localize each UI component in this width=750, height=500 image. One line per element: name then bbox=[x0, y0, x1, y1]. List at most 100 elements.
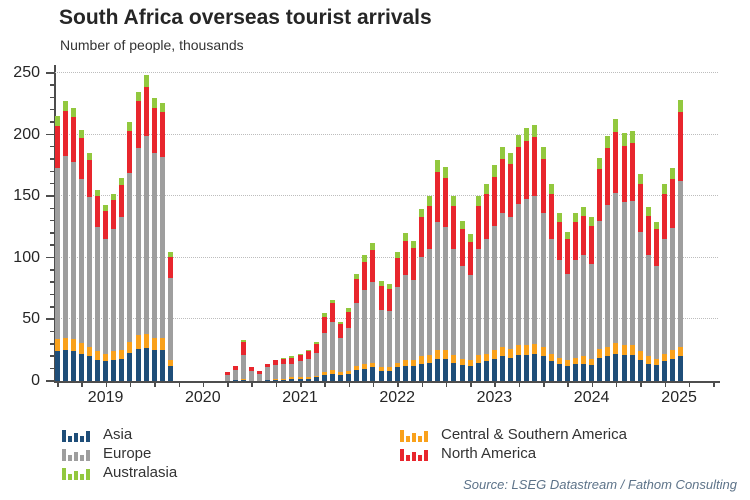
bar-Jul-2021-asia bbox=[297, 378, 303, 381]
y-minor-tick-170 bbox=[49, 170, 54, 173]
bar-Nov-2022-europe bbox=[427, 249, 433, 356]
bar-Nov-2022-australasia bbox=[427, 196, 433, 207]
bar-Sep-2023-central-southern-america bbox=[508, 348, 514, 358]
y-minor-tick-160 bbox=[49, 182, 54, 185]
bar-Mar-2022-north-america bbox=[362, 261, 368, 290]
bar-Nov-2021-asia bbox=[329, 373, 335, 381]
bar-Jul-2021-europe bbox=[297, 361, 303, 378]
chart-plot-area: 0 50 100 150 200 250 2019 2020 2021 2022 2023 2024 2… bbox=[13, 64, 720, 406]
bar-Jun-2023-central-southern-america bbox=[483, 353, 489, 362]
bar-Nov-2024-australasia bbox=[621, 133, 627, 146]
bar-Nov-2020-north-america bbox=[232, 366, 238, 370]
bar-Dec-2020-asia bbox=[240, 379, 246, 381]
bar-May-2025-central-southern-america bbox=[670, 350, 676, 359]
bar-Jul-2019-north-america bbox=[103, 211, 109, 240]
bar-May-2019-australasia bbox=[86, 153, 92, 161]
legend-bars-icon bbox=[62, 424, 92, 442]
bar-Apr-2025-central-southern-america bbox=[662, 353, 667, 362]
bar-May-2019-north-america bbox=[86, 160, 92, 198]
bar-Feb-2019-europe bbox=[62, 155, 68, 338]
bar-Apr-2024-europe bbox=[564, 273, 570, 361]
bar-Jun-2019-asia bbox=[95, 360, 100, 381]
bar-Oct-2023-north-america bbox=[516, 146, 522, 204]
bar-Jan-2019-north-america bbox=[54, 126, 60, 168]
bar-Jun-2019-australasia bbox=[95, 190, 100, 197]
legend-label: Europe bbox=[103, 445, 152, 462]
y-minor-tick-90 bbox=[49, 269, 54, 271]
bar-Oct-2022-europe bbox=[419, 256, 424, 357]
y-minor-tick-110 bbox=[49, 244, 54, 246]
bar-May-2021-australasia bbox=[281, 357, 287, 359]
bar-Jun-2025-central-southern-america bbox=[678, 346, 684, 357]
bar-Jun-2024-europe bbox=[581, 255, 586, 357]
bar-Sep-2019-north-america bbox=[119, 185, 125, 218]
bar-Nov-2019-asia bbox=[135, 348, 141, 381]
y-major-tick-150 bbox=[46, 195, 54, 197]
bar-Oct-2022-north-america bbox=[419, 217, 424, 257]
bar-Dec-2022-europe bbox=[435, 222, 441, 351]
bar-Aug-2022-australasia bbox=[402, 233, 408, 241]
bar-Jan-2020-central-southern-america bbox=[151, 337, 157, 351]
bar-Apr-2025-asia bbox=[662, 361, 667, 381]
bar-Feb-2025-central-southern-america bbox=[645, 356, 651, 364]
bar-Oct-2022-australasia bbox=[419, 208, 424, 218]
bar-Jan-2024-asia bbox=[540, 356, 546, 381]
bar-Mar-2024-australasia bbox=[556, 213, 562, 223]
bar-Dec-2024-europe bbox=[629, 201, 635, 346]
gridline-150 bbox=[55, 195, 718, 197]
bar-Oct-2023-asia bbox=[516, 355, 522, 381]
bar-Sep-2024-central-southern-america bbox=[605, 346, 611, 357]
bar-Nov-2024-central-southern-america bbox=[621, 345, 627, 356]
y-tick-label-100: 100 bbox=[13, 248, 40, 266]
bar-Nov-2023-central-southern-america bbox=[524, 345, 530, 356]
x-quarter-tick bbox=[688, 382, 691, 387]
bar-Jul-2022-north-america bbox=[394, 257, 400, 288]
legend-item-north-america: North America bbox=[400, 443, 536, 461]
bar-Mar-2024-asia bbox=[556, 363, 562, 381]
bar-Jun-2019-europe bbox=[95, 227, 100, 352]
bar-Oct-2023-central-southern-america bbox=[516, 345, 522, 356]
bar-Dec-2020-central-southern-america bbox=[240, 378, 246, 380]
bar-Oct-2019-australasia bbox=[127, 122, 133, 131]
bar-Aug-2023-north-america bbox=[500, 159, 505, 214]
bar-Dec-2020-australasia bbox=[240, 340, 246, 342]
legend-bars-icon bbox=[62, 443, 92, 461]
bar-Jan-2023-north-america bbox=[443, 177, 449, 227]
bar-May-2023-europe bbox=[475, 249, 481, 356]
bar-Jun-2023-europe bbox=[483, 239, 489, 354]
bar-Nov-2019-europe bbox=[135, 148, 141, 336]
bar-Jan-2024-north-america bbox=[540, 159, 546, 214]
bar-Oct-2021-australasia bbox=[321, 313, 327, 317]
bar-Dec-2019-europe bbox=[143, 135, 149, 335]
bar-Jun-2019-north-america bbox=[95, 196, 100, 227]
bar-Jul-2024-central-southern-america bbox=[589, 358, 595, 365]
x-quarter-tick bbox=[154, 382, 156, 387]
bar-Feb-2020-north-america bbox=[159, 112, 165, 157]
bar-Feb-2020-australasia bbox=[159, 102, 165, 113]
bar-Oct-2021-europe bbox=[321, 332, 327, 373]
bar-Oct-2024-central-southern-america bbox=[613, 342, 619, 354]
bar-Jan-2022-europe bbox=[346, 328, 352, 372]
bar-Feb-2022-central-southern-america bbox=[354, 366, 360, 370]
bar-May-2024-europe bbox=[572, 260, 578, 358]
x-quarter-tick bbox=[567, 382, 569, 387]
bar-Dec-2023-australasia bbox=[532, 124, 538, 138]
bar-Aug-2022-asia bbox=[402, 366, 408, 381]
bar-Aug-2019-asia bbox=[111, 360, 117, 381]
x-quarter-tick bbox=[421, 382, 423, 387]
bar-Feb-2022-north-america bbox=[354, 278, 360, 304]
bar-Jan-2023-asia bbox=[443, 358, 449, 381]
bar-Sep-2022-north-america bbox=[410, 247, 416, 280]
bar-Mar-2022-europe bbox=[362, 289, 368, 364]
bar-Aug-2021-europe bbox=[305, 358, 311, 378]
bar-Jan-2020-europe bbox=[151, 153, 157, 338]
bar-May-2022-asia bbox=[378, 371, 384, 381]
bar-Jul-2024-europe bbox=[589, 263, 595, 359]
bar-Nov-2020-europe bbox=[232, 369, 238, 380]
bar-Dec-2024-australasia bbox=[629, 130, 635, 144]
bar-Mar-2019-north-america bbox=[70, 117, 76, 162]
bar-Nov-2022-asia bbox=[427, 362, 433, 381]
bar-Dec-2019-asia bbox=[143, 347, 149, 381]
bar-Mar-2024-central-southern-america bbox=[556, 357, 562, 364]
